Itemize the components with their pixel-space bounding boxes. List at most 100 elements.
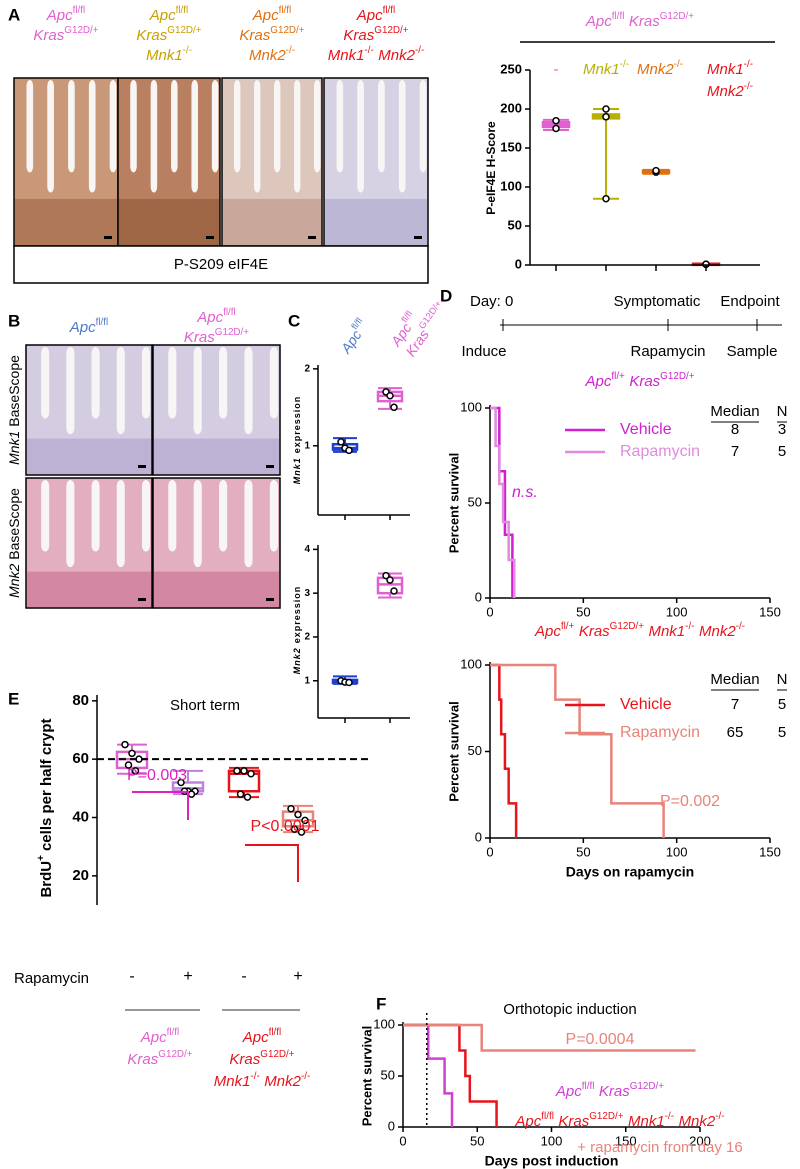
legend-label: Vehicle bbox=[620, 421, 672, 438]
data-point bbox=[386, 392, 394, 400]
data-point bbox=[301, 816, 309, 825]
data-point bbox=[602, 105, 610, 113]
micrograph-lumen bbox=[219, 480, 228, 552]
gene-name: Kras bbox=[579, 623, 610, 640]
data-point bbox=[177, 778, 185, 787]
micrograph-crypts bbox=[27, 571, 151, 607]
genotype-line: Apcfl/fl bbox=[196, 307, 235, 326]
micrograph-lumen bbox=[116, 480, 125, 568]
scale-bar bbox=[206, 236, 214, 239]
x-tick-label: 50 bbox=[470, 1133, 484, 1148]
gene-name: Kras bbox=[239, 27, 270, 44]
timeline-label: Symptomatic bbox=[614, 293, 701, 310]
data-point bbox=[121, 740, 129, 749]
chart-title: Orthotopic induction bbox=[503, 1001, 636, 1018]
y-tick-label: 0 bbox=[515, 256, 522, 271]
data-point bbox=[124, 761, 133, 769]
genotype-line: Mnk1-/- bbox=[583, 59, 629, 78]
y-tick-label: 0 bbox=[475, 589, 482, 604]
gene-superscript: G12D/+ bbox=[167, 25, 202, 36]
micrograph-crypts bbox=[154, 571, 279, 607]
survival-curve bbox=[490, 406, 516, 598]
y-tick-label: 50 bbox=[381, 1067, 395, 1082]
scale-bar bbox=[414, 236, 422, 239]
gene-name: Mnk2 bbox=[249, 47, 286, 64]
x-tick-label: 200 bbox=[689, 1133, 711, 1148]
panel-label: A bbox=[8, 5, 20, 24]
micrograph-lumen bbox=[193, 480, 202, 568]
panel-label: C bbox=[288, 311, 300, 330]
gene-superscript: fl/fl bbox=[541, 1111, 554, 1122]
micrograph-crypts bbox=[27, 438, 151, 474]
micrograph-lumen bbox=[357, 80, 364, 193]
gene-superscript: -/- bbox=[685, 621, 694, 632]
genotype-line: KrasG12D/+ bbox=[136, 25, 201, 44]
row-label: Mnk1 BaseScope bbox=[6, 355, 22, 465]
gene-name: Kras bbox=[184, 329, 215, 346]
micrograph-lumen bbox=[116, 347, 125, 435]
x-tick-label: 100 bbox=[666, 844, 688, 859]
y-tick-label: 20 bbox=[72, 867, 89, 884]
y-tick-label: 50 bbox=[468, 743, 482, 758]
gene-name: Apc bbox=[46, 7, 73, 24]
gene-superscript: G12D/+ bbox=[158, 1049, 193, 1060]
x-tick-label: 0 bbox=[486, 604, 493, 619]
gene-superscript: -/- bbox=[674, 59, 683, 70]
x-tick-label: 100 bbox=[541, 1133, 563, 1148]
timeline-label: Endpoint bbox=[720, 293, 780, 310]
genotype-line: Apcfl/fl bbox=[46, 5, 85, 24]
table-median: 7 bbox=[731, 696, 739, 713]
timeline-label: Day: 0 bbox=[470, 293, 513, 310]
y-tick-label: 80 bbox=[72, 692, 89, 709]
scale-bar bbox=[266, 598, 274, 601]
gene-superscript: -/- bbox=[744, 81, 753, 92]
gene-superscript: -/- bbox=[620, 59, 629, 70]
gene-name: Mnk1 bbox=[707, 61, 744, 78]
micrograph-lumen bbox=[91, 480, 100, 552]
micrograph-lumen bbox=[244, 347, 253, 435]
y-tick-label: 250 bbox=[500, 61, 522, 76]
genotype-line: KrasG12D/+ bbox=[343, 25, 408, 44]
micrograph-lumen bbox=[66, 480, 75, 568]
micrograph-lumen bbox=[168, 480, 177, 552]
annotation: P=0.0004 bbox=[566, 1031, 635, 1048]
micrograph-lumen bbox=[130, 80, 137, 173]
scale-bar bbox=[308, 236, 316, 239]
micrograph-lumen bbox=[168, 347, 177, 419]
gene-name: Apc bbox=[514, 1113, 541, 1130]
y-axis-label: BrdU+ cells per half crypt bbox=[36, 718, 55, 897]
y-axis-label: Percent survival bbox=[446, 701, 461, 801]
y-tick-label: 60 bbox=[72, 750, 89, 767]
gene-name: Kras bbox=[629, 13, 660, 30]
panel-label: D bbox=[440, 286, 452, 305]
chart-title: Short term bbox=[170, 697, 240, 714]
gene-name: Apc bbox=[585, 373, 612, 390]
gene-superscript: -/- bbox=[364, 45, 373, 56]
label: - bbox=[554, 61, 559, 78]
micrograph-lumen bbox=[211, 80, 219, 173]
x-tick-label: 100 bbox=[666, 604, 688, 619]
gene-superscript: -/- bbox=[715, 1111, 724, 1122]
data-point bbox=[236, 790, 245, 798]
genotype-line: Apcfl/fl KrasG12D/+ bbox=[555, 1081, 664, 1100]
y-axis-label-text: expression bbox=[292, 586, 302, 644]
gene-name: Apc bbox=[252, 7, 279, 24]
gene-name: Mnk2 bbox=[707, 83, 744, 100]
gene-superscript: -/- bbox=[183, 45, 192, 56]
micrograph-lumen bbox=[314, 80, 321, 173]
y-tick-label: 200 bbox=[500, 100, 522, 115]
gene-name: Apc bbox=[149, 7, 176, 24]
y-tick-label: 2 bbox=[304, 632, 310, 643]
genotype-line: Apcfl/fl KrasG12D/+ Mnk1-/- Mnk2-/- bbox=[514, 1111, 724, 1130]
genotype-line: Apcfl/fl bbox=[356, 5, 395, 24]
annotation: n.s. bbox=[512, 484, 538, 501]
x-axis-label: Days on rapamycin bbox=[566, 864, 694, 880]
micrograph-lumen bbox=[193, 347, 202, 435]
table-header: Median bbox=[710, 403, 759, 420]
table-median: 65 bbox=[727, 724, 744, 741]
genotype-line: Mnk1-/- bbox=[146, 45, 192, 64]
genotype-line: Mnk2-/- bbox=[249, 45, 295, 64]
y-tick-label: 2 bbox=[304, 363, 310, 374]
genotype-line: Apcfl/fl KrasG12D/+ bbox=[585, 11, 694, 30]
genotype-line: KrasG12D/+ bbox=[127, 1049, 192, 1068]
